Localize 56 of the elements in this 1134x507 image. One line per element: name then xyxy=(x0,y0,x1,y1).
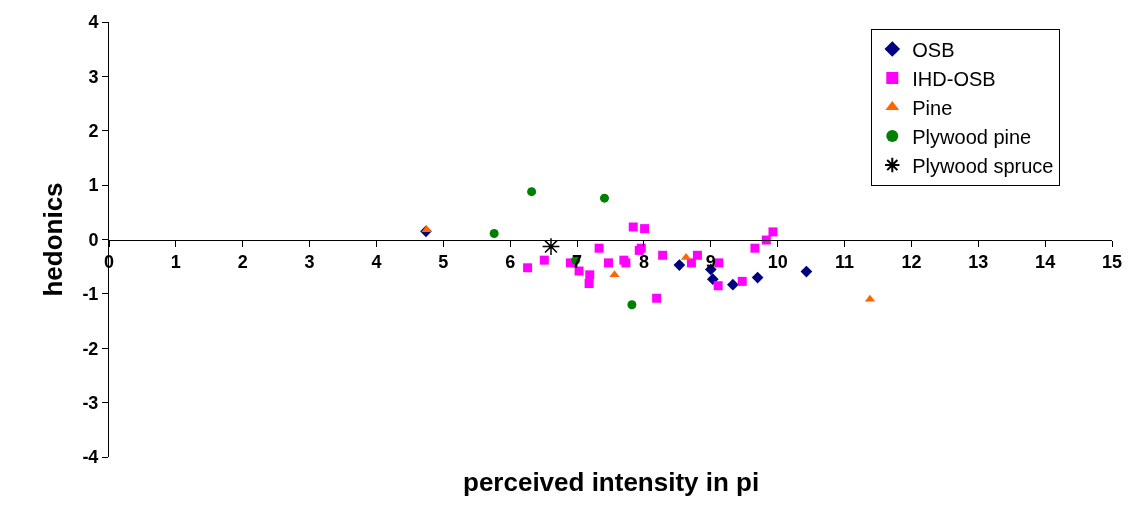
point xyxy=(800,265,813,278)
point xyxy=(594,243,604,253)
point xyxy=(692,250,702,260)
point xyxy=(523,263,533,273)
x-tick-label: 1 xyxy=(170,252,181,273)
point xyxy=(599,193,609,203)
point xyxy=(627,300,637,310)
point xyxy=(751,271,764,284)
point xyxy=(541,237,561,256)
y-tick-label: -1 xyxy=(82,284,99,305)
point xyxy=(750,243,760,253)
x-tick-label: 8 xyxy=(638,252,649,273)
y-tick-label: 1 xyxy=(88,175,99,196)
y-tick-label: 2 xyxy=(88,121,99,142)
point xyxy=(585,270,595,280)
x-tick-label: 13 xyxy=(968,252,989,273)
x-tick-label: 3 xyxy=(304,252,315,273)
y-tick-label: 3 xyxy=(88,66,99,87)
x-tick-label: 2 xyxy=(237,252,248,273)
x-tick-label: 5 xyxy=(438,252,449,273)
point xyxy=(652,293,662,303)
x-tick-label: 7 xyxy=(572,252,583,273)
x-tick-label: 15 xyxy=(1101,252,1123,273)
y-tick-label: 4 xyxy=(88,12,99,33)
x-tick-label: 10 xyxy=(767,252,788,273)
x-tick-label: 4 xyxy=(371,252,382,273)
point xyxy=(640,224,650,234)
x-tick-label: 6 xyxy=(505,252,516,273)
point xyxy=(768,227,778,237)
x-tick-label: 11 xyxy=(835,252,855,273)
point xyxy=(713,281,723,291)
point xyxy=(658,250,668,260)
point xyxy=(628,222,638,232)
legend-label: IHD-OSB xyxy=(912,67,996,90)
point xyxy=(706,273,719,286)
point xyxy=(584,279,594,289)
point xyxy=(673,259,686,271)
y-tick-label: -2 xyxy=(82,338,99,359)
point xyxy=(527,187,537,197)
y-tick-label: -4 xyxy=(82,447,99,468)
legend-label: Plywood spruce xyxy=(912,154,1054,177)
y-tick-label: 0 xyxy=(88,229,99,250)
y-axis-title: hedonics xyxy=(37,182,68,297)
y-tick-label: -3 xyxy=(82,392,99,413)
legend-label: OSB xyxy=(912,38,955,61)
legend-label: Plywood pine xyxy=(912,125,1032,148)
point xyxy=(727,278,739,291)
point xyxy=(609,270,620,278)
x-tick-label: 14 xyxy=(1035,252,1056,273)
legend-label: Pine xyxy=(912,96,953,119)
x-tick-label: 12 xyxy=(901,252,922,273)
point xyxy=(603,258,613,268)
point xyxy=(737,276,747,286)
point xyxy=(489,229,499,239)
point xyxy=(539,255,549,265)
x-axis-title: perceived intensity in pi xyxy=(463,467,760,497)
